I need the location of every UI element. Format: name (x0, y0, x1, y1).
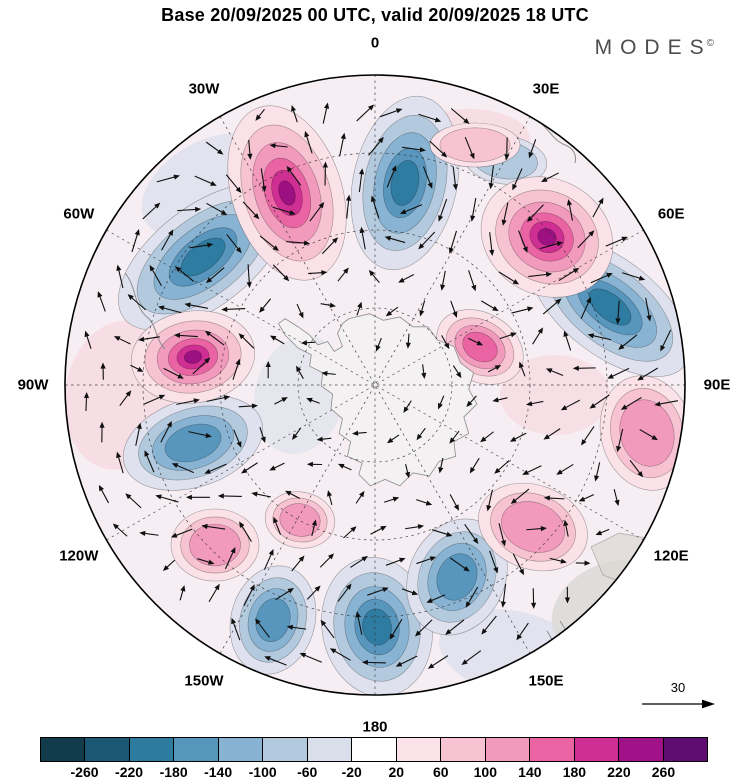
colorbar-cell-9 (441, 738, 486, 761)
colorbar-tick: 20 (388, 764, 405, 780)
meridian-label-0: 0 (370, 34, 380, 52)
colorbar-tick: 140 (518, 764, 542, 780)
negative-anomaly-contour (436, 553, 478, 601)
colorbar-cell-12 (574, 738, 620, 761)
coastline (124, 272, 166, 350)
colorbar-cell-8 (396, 738, 442, 761)
reference-vector-label: 30 (670, 680, 686, 695)
wind-vectors (83, 102, 679, 669)
field-patch (500, 355, 610, 435)
colorbar-tick: 220 (607, 764, 631, 780)
colorbar-cell-5 (263, 738, 308, 761)
colorbar-cell-13 (619, 738, 664, 761)
colorbar-tick: 260 (651, 764, 676, 780)
meridian-label-90E: 90E (703, 376, 731, 394)
colorbar-tick: -220 (115, 764, 144, 780)
reference-arrow-icon (642, 699, 715, 709)
colorbar-cell-1 (85, 738, 130, 761)
positive-anomaly-contour (189, 523, 241, 567)
positive-anomaly-contour (537, 228, 557, 246)
negative-anomaly-contour (390, 160, 420, 206)
colorbar-cell-6 (307, 738, 353, 761)
colorbar-tick: -20 (341, 764, 362, 780)
polar-stereographic-map (64, 74, 686, 696)
colorbar-cell-3 (174, 738, 219, 761)
colorbar-cell-11 (530, 738, 575, 761)
colorbar-tick: 60 (433, 764, 449, 780)
modes-logo: MODES© (595, 36, 714, 60)
map-boundary (64, 74, 686, 696)
map-field (65, 75, 685, 695)
colorbar-cell-10 (485, 738, 531, 761)
reference-vector: 30 (638, 680, 718, 712)
colorbar-cell-0 (41, 738, 86, 761)
colorbar-tick: -60 (297, 764, 318, 780)
positive-anomaly-contour (501, 501, 565, 553)
meridian-label-180: 180 (362, 718, 388, 736)
colorbar (40, 737, 708, 762)
positive-anomaly-contour (439, 127, 511, 163)
negative-anomaly-contour (588, 288, 632, 326)
colorbar-tick: 100 (473, 764, 498, 780)
modes-logo-text: MODES (594, 36, 712, 59)
colorbar-cell-7 (352, 738, 397, 761)
meridian-label-90W: 90W (17, 376, 49, 394)
colorbar-tick: -260 (70, 764, 99, 780)
colorbar-tick: -100 (248, 764, 277, 780)
antarctica-outline (277, 313, 478, 487)
colorbar-labels: -260 -220 -180 -140 -100 -60 -20 20 60 100 140 180 2… (40, 764, 708, 782)
positive-anomaly-contour (279, 503, 321, 537)
positive-anomaly-contour (619, 399, 675, 467)
chart-title: Base 20/09/2025 00 UTC, valid 20/09/2025… (161, 5, 589, 25)
colorbar-tick: -180 (159, 764, 188, 780)
positive-anomaly-contour (278, 180, 296, 206)
graticule (65, 75, 685, 695)
positive-anomaly-contour (184, 350, 202, 364)
negative-anomaly-contour (362, 608, 392, 646)
copyright-mark: © (706, 38, 714, 49)
colorbar-tick: 180 (562, 764, 587, 780)
colorbar-cell-14 (663, 738, 708, 761)
colorbar-cell-2 (129, 738, 175, 761)
colorbar-cell-4 (218, 738, 264, 761)
colorbar-tick: -140 (204, 764, 233, 780)
